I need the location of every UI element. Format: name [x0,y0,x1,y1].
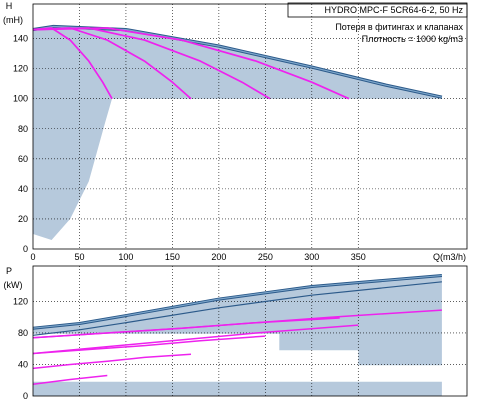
head-y-tick-label: 140 [13,34,28,44]
head-y-tick-label: 120 [13,64,28,74]
head-y-tick-label: 60 [18,154,28,164]
head-x-tick-label: 350 [351,252,366,262]
power-curve [32,353,192,370]
head-x-tick-label: 100 [118,252,133,262]
power-y-tick-label: 120 [13,296,28,306]
power-envelope-lower [32,281,442,336]
info-line-density: Плотность = 1000 kg/m3 [362,34,463,44]
head-curve [32,27,350,100]
head-envelope-outline-inner [32,25,443,98]
power-chart: 0 40 80 120 P (kW) [4,265,468,400]
info-title: HYDRO MPC-F 5CR64-6-2, 50 Hz [324,5,463,15]
power-envelope-area [33,275,442,396]
head-frame [32,3,468,250]
head-y-tick-label: 20 [18,214,28,224]
power-curve [32,309,442,339]
power-y-tick-label: 0 [23,391,28,400]
head-x-tick-label: 200 [211,252,226,262]
info-title-border [287,2,468,18]
power-curve [32,324,359,355]
power-base-area [33,381,442,396]
head-y-tick-label: 0 [23,244,28,254]
power-envelope-upper-inner [32,274,442,329]
head-x-tick-label: 0 [30,252,35,262]
power-y-axis-letter: P [6,266,12,276]
head-y-tick-label: 80 [18,124,28,134]
head-x-axis-unit: Q(m3/h) [433,252,466,262]
info-box: HYDRO MPC-F 5CR64-6-2, 50 Hz Потеря в фи… [287,2,468,44]
head-y-tick-label: 100 [13,94,28,104]
power-y-axis-unit: (kW) [4,280,23,290]
head-x-tick-label: 150 [165,252,180,262]
head-x-tick-label: 300 [304,252,319,262]
head-x-tick-label: 250 [258,252,273,262]
power-curve [32,374,108,385]
head-chart: 0 20 40 60 80 100 120 140 0 50 100 150 200 250 300 350 H… [3,1,468,262]
power-curve [32,335,266,355]
info-line-fittings: Потеря в фитингах и клапанах [335,22,463,32]
power-frame [32,265,468,397]
head-y-axis-letter: H [6,1,13,11]
power-y-tick-label: 80 [18,328,28,338]
head-y-axis-unit: (mH) [3,15,23,25]
head-y-tick-label: 40 [18,184,28,194]
head-x-tick-label: 50 [74,252,84,262]
power-y-tick-label: 40 [18,359,28,369]
head-envelope-area [33,26,442,240]
